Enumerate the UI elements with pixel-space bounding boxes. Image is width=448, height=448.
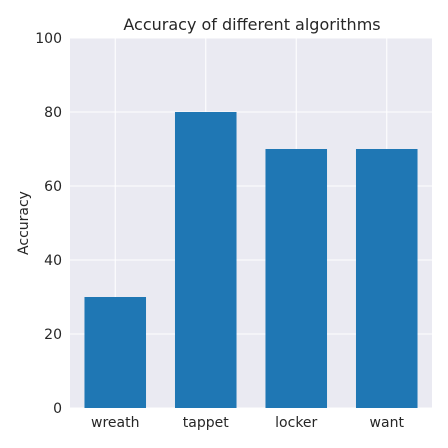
x-tick-label-want: want [370,415,405,431]
y-tick-label-1: 20 [44,327,62,343]
bars [84,112,418,408]
bar-tappet [174,112,237,408]
chart-title: Accuracy of different algorithms [123,15,380,34]
bar-wreath [84,297,147,408]
bar-locker [265,149,328,408]
y-axis-label: Accuracy [16,191,32,255]
y-tick-label-5: 100 [35,31,62,47]
y-tick-label-0: 0 [53,401,62,417]
x-tick-label-tappet: tappet [183,415,229,431]
x-tick-label-wreath: wreath [91,415,139,431]
y-tick-label-3: 60 [44,179,62,195]
y-axis-ticks: 0 20 40 60 80 100 [35,31,62,417]
y-tick-label-2: 40 [44,253,62,269]
x-tick-label-locker: locker [275,415,317,431]
bar-want [355,149,418,408]
y-tick-label-4: 80 [44,105,62,121]
x-axis-ticks: wreath tappet locker want [91,415,404,431]
